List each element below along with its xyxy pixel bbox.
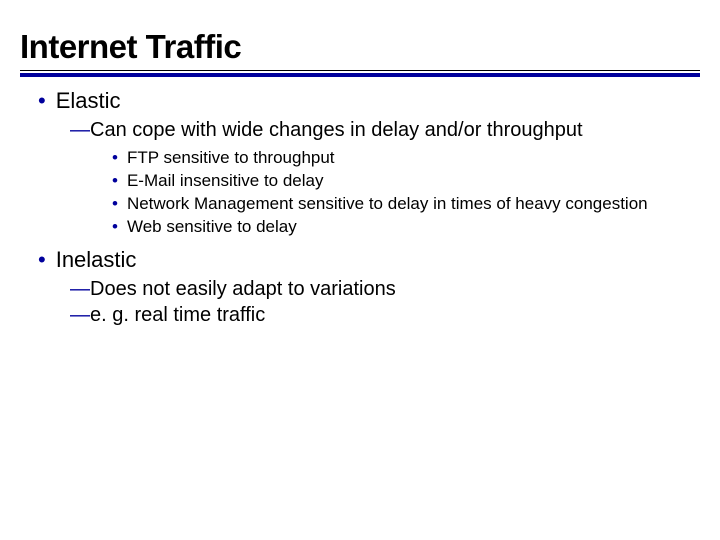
list-l2-row: — Can cope with wide changes in delay an…: [70, 117, 700, 143]
dash-l2-icon: —: [70, 117, 90, 143]
list-l2-text: Can cope with wide changes in delay and/…: [90, 117, 583, 143]
list-l2-row: — Does not easily adapt to variations: [70, 276, 700, 302]
bullet-l1-icon: •: [38, 87, 46, 115]
title-rule-thick: [20, 73, 700, 77]
list-l2-item: — Does not easily adapt to variations: [70, 276, 700, 302]
list-l1-item: • Elastic: [38, 87, 700, 115]
list-l2-text: e. g. real time traffic: [90, 302, 265, 328]
dash-l2-icon: —: [70, 302, 90, 328]
list-l2-item: — e. g. real time traffic: [70, 302, 700, 328]
list-l3-text: Web sensitive to delay: [127, 216, 297, 238]
list-l3-group: • FTP sensitive to throughput • E-Mail i…: [112, 147, 700, 238]
list-l1-label: Elastic: [56, 87, 121, 115]
list-l1-item: • Inelastic: [38, 246, 700, 274]
list-l3-text: FTP sensitive to throughput: [127, 147, 335, 169]
title-rule-thin: [20, 70, 700, 71]
list-l3-item: • Network Management sensitive to delay …: [112, 193, 700, 215]
list-l1-row: • Elastic: [38, 87, 700, 115]
list-l3-item: • FTP sensitive to throughput: [112, 147, 700, 169]
list-l2-item: — Can cope with wide changes in delay an…: [70, 117, 700, 143]
list-l2-row: — e. g. real time traffic: [70, 302, 700, 328]
bullet-l3-icon: •: [112, 193, 118, 215]
bullet-l3-icon: •: [112, 216, 118, 238]
bullet-l1-icon: •: [38, 246, 46, 274]
list-l2-text: Does not easily adapt to variations: [90, 276, 396, 302]
bullet-l3-icon: •: [112, 147, 118, 169]
list-l1-row: • Inelastic: [38, 246, 700, 274]
bullet-l3-icon: •: [112, 170, 118, 192]
list-l3-text: E-Mail insensitive to delay: [127, 170, 324, 192]
list-l1-label: Inelastic: [56, 246, 137, 274]
dash-l2-icon: —: [70, 276, 90, 302]
slide-title: Internet Traffic: [20, 28, 700, 66]
list-l3-item: • E-Mail insensitive to delay: [112, 170, 700, 192]
list-l3-text: Network Management sensitive to delay in…: [127, 193, 648, 215]
list-l3-item: • Web sensitive to delay: [112, 216, 700, 238]
